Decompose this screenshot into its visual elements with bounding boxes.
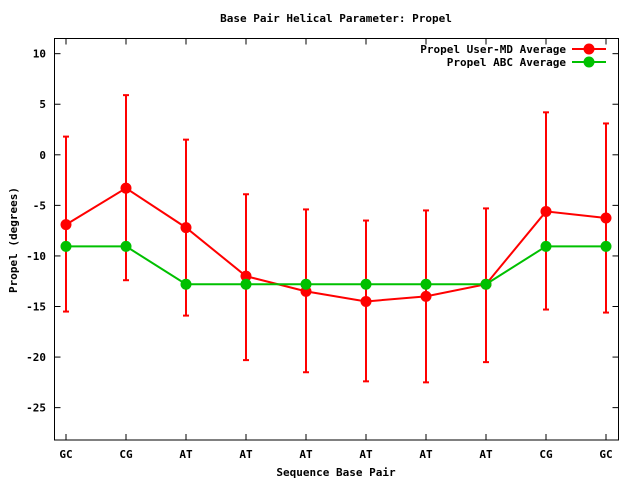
- data-point-series-2: [60, 240, 72, 252]
- data-point-series-1: [360, 295, 372, 307]
- x-tick-label: AT: [359, 448, 373, 461]
- y-tick-label: 5: [39, 98, 46, 111]
- legend-label: Propel User-MD Average: [420, 43, 566, 56]
- data-point-series-2: [420, 278, 432, 290]
- x-tick-label: GC: [599, 448, 612, 461]
- data-point-series-1: [240, 270, 252, 282]
- data-point-series-2: [360, 278, 372, 290]
- data-point-series-2: [480, 278, 492, 290]
- y-tick-label: 0: [39, 149, 46, 162]
- data-point-series-2: [540, 240, 552, 252]
- data-point-series-2: [240, 278, 252, 290]
- y-tick-label: -10: [26, 250, 46, 263]
- data-point-series-2: [180, 278, 192, 290]
- y-tick-label: -5: [33, 199, 46, 212]
- data-point-series-1: [600, 212, 612, 224]
- data-point-series-2: [600, 240, 612, 252]
- y-tick-label: -25: [26, 402, 46, 415]
- series-line-2: [66, 245, 606, 286]
- chart-title: Base Pair Helical Parameter: Propel: [220, 12, 452, 25]
- data-point-series-2: [300, 278, 312, 290]
- data-point-series-1: [180, 222, 192, 234]
- legend-marker: [583, 56, 595, 68]
- data-point-series-2: [120, 240, 132, 252]
- data-point-series-1: [60, 219, 72, 231]
- data-point-series-1: [420, 290, 432, 302]
- x-tick-label: CG: [119, 448, 133, 461]
- data-point-series-1: [120, 182, 132, 194]
- x-tick-label: AT: [419, 448, 433, 461]
- data-point-series-1: [540, 205, 552, 217]
- x-tick-label: GC: [59, 448, 72, 461]
- legend-marker: [583, 43, 595, 55]
- y-tick-label: 10: [33, 48, 46, 61]
- legend-label: Propel ABC Average: [447, 56, 567, 69]
- x-tick-label: AT: [479, 448, 493, 461]
- y-tick-label: -20: [26, 351, 46, 364]
- x-axis-label: Sequence Base Pair: [276, 466, 396, 479]
- y-tick-label: -15: [26, 301, 46, 314]
- y-axis-label: Propel (degrees): [7, 187, 20, 293]
- plot-frame: [54, 38, 619, 441]
- x-tick-label: AT: [179, 448, 193, 461]
- x-tick-label: AT: [239, 448, 253, 461]
- x-tick-label: AT: [299, 448, 313, 461]
- series-line-1: [65, 186, 607, 303]
- x-tick-label: CG: [539, 448, 553, 461]
